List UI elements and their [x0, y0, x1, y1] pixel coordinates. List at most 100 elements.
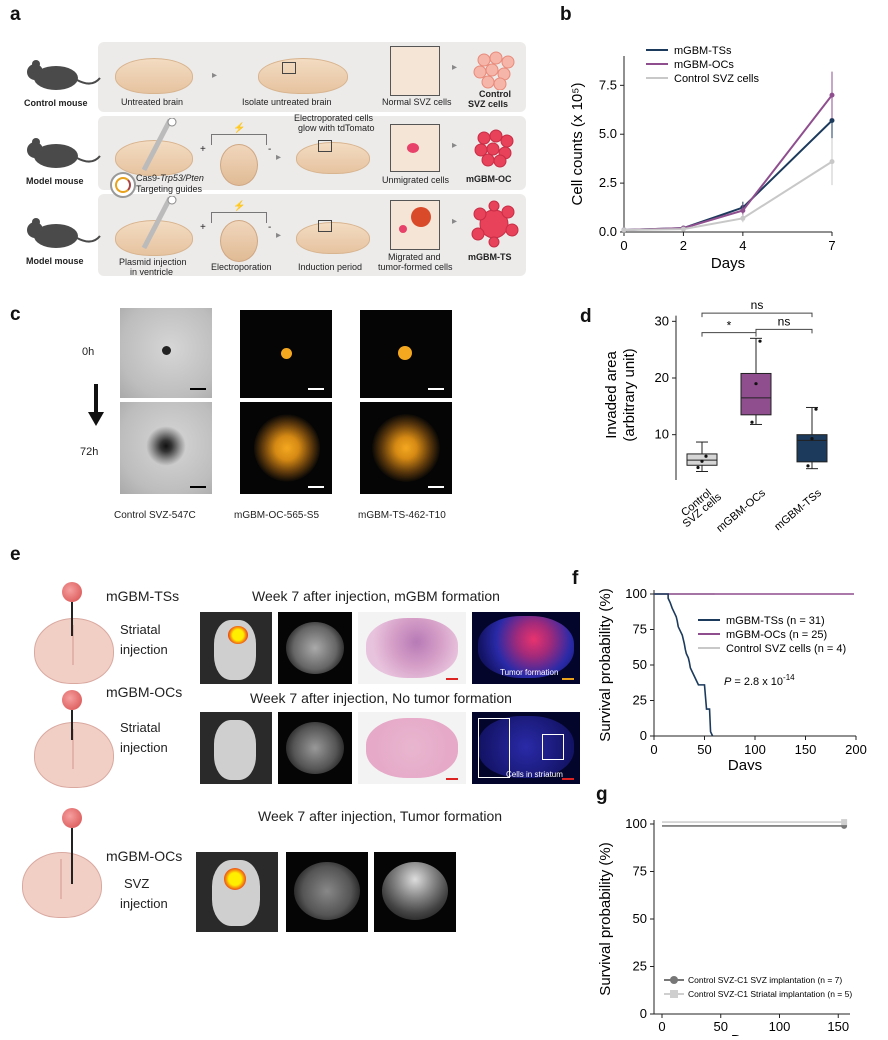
legend-marker [670, 976, 678, 984]
mouse-label-model-1: Model mouse [26, 176, 84, 186]
cell-icon [62, 808, 82, 828]
fluorescence-oc-0h [240, 310, 332, 398]
svz-cells-icon [473, 51, 515, 90]
y-tick-label: 75 [633, 864, 647, 879]
cell-icon [62, 582, 82, 602]
tumorsphere-icon [471, 200, 519, 248]
x-tick-label: 50 [714, 1019, 728, 1034]
data-point [700, 459, 704, 463]
brain-illustration [115, 140, 193, 176]
survival-curve [654, 593, 714, 737]
x-tick-label: 150 [795, 742, 817, 757]
legend-label: Control SVZ-C1 SVZ implantation (n = 7) [688, 975, 842, 985]
fluorescence-oc-72h [240, 402, 332, 494]
e-site-2b: injection [120, 740, 168, 755]
coronal-brain-icon [22, 852, 102, 918]
tumor-formation-note: Tumor formation [500, 668, 559, 677]
mouse-icon [27, 218, 101, 248]
chart-g: 0 25 50 75 100 0 50 100 150 Days Survival probabil… [597, 816, 852, 1036]
x-tick-label: 0 [658, 1019, 665, 1034]
guides-line-1: Cas9-Trp53/Pten [136, 173, 204, 183]
lightning-icon: ⚡ [233, 123, 246, 134]
e-cell-1: mGBM-TSs [106, 588, 180, 604]
e-site-3a: SVZ [124, 876, 150, 891]
cell-icon [62, 690, 82, 710]
e-site-1a: Striatal [120, 622, 161, 637]
y-tick-label: 30 [655, 313, 669, 328]
x-tick-label: 0 [650, 742, 657, 757]
arrow-icon: ▸ [276, 152, 282, 163]
ivis-image [200, 712, 272, 784]
unmigrated-zoom [390, 124, 440, 172]
brain-illustration [115, 58, 193, 94]
sig-bracket [701, 332, 757, 337]
y-tick-label: 0 [640, 1006, 647, 1021]
minus-sign: - [268, 222, 272, 233]
mri-image [286, 852, 368, 932]
y-axis-label: Invaded area [603, 351, 620, 439]
result-ts: mGBM-TS [468, 252, 512, 262]
migrated-2: tumor-formed cells [378, 262, 453, 272]
panel-c-label: c [10, 304, 21, 325]
ivis-image [196, 852, 278, 932]
e-title-3: Week 7 after injection, Tumor formation [258, 808, 503, 824]
chart-f: 0 25 50 75 100 0 50 100 150 200 Days Survival proba… [597, 586, 867, 770]
step-isolate: Isolate untreated brain [242, 97, 332, 107]
arrow-down-icon [94, 384, 98, 416]
x-tick-label: 7 [828, 238, 835, 253]
mri-image [278, 712, 352, 784]
ocs-cells-icon [474, 129, 514, 168]
x-tick-label: mGBM-OCs [714, 487, 768, 535]
data-point [806, 464, 810, 468]
minus-sign: - [268, 144, 272, 155]
ivis-image [200, 612, 272, 684]
y-tick-label: 10 [655, 427, 669, 442]
mri-image [374, 852, 456, 932]
result-control-2: SVZ cells [468, 99, 509, 109]
y-tick-label: 0 [640, 728, 647, 743]
mri-image [278, 612, 352, 684]
e-site-2a: Striatal [120, 720, 161, 735]
syringe-icon [141, 118, 177, 172]
step-induction: Induction period [298, 262, 363, 272]
coronal-brain-icon [34, 722, 114, 788]
micrograph-control-0h [120, 308, 212, 398]
chart-b: 0.0 2.5 5.0 7.5 0 2 4 7 Days Cell counts (x 10⁵) m… [569, 45, 836, 272]
mouse-icon [27, 60, 101, 90]
electroporated-note-2: glow with tdTomato [298, 123, 375, 133]
data-point [621, 227, 627, 233]
legend-label: mGBM-TSs [674, 45, 732, 57]
data-point [829, 118, 835, 124]
caption-control-svz: Control SVZ-547C [114, 510, 196, 521]
p-value: P = 2.8 x 10-14 [724, 673, 795, 688]
data-point [704, 454, 708, 458]
x-tick-label: mGBM-TSs [772, 487, 824, 533]
legend-label: Control SVZ cells [674, 73, 759, 85]
legend-label: Control SVZ-C1 Striatal implantation (n … [688, 989, 852, 999]
legend-marker [670, 990, 678, 998]
data-point [754, 382, 758, 386]
result-oc: mGBM-OC [466, 174, 512, 184]
injection-arrow [71, 602, 73, 636]
data-point [750, 420, 754, 424]
e-title-2: Week 7 after injection, No tumor formati… [250, 690, 512, 706]
mouse-icon [27, 138, 101, 168]
injection-arrow [71, 710, 73, 740]
sig-label: ns [751, 298, 764, 312]
data-point [829, 92, 835, 98]
y-axis-label: Survival probability (%) [597, 842, 614, 995]
electrode-wire [211, 134, 267, 145]
data-point [680, 226, 686, 232]
legend-label: mGBM-TSs (n = 31) [726, 615, 825, 627]
end-marker [841, 819, 848, 826]
plus-sign: + [200, 144, 206, 155]
data-point [696, 465, 700, 470]
panel-e-label: e [10, 544, 21, 565]
arrow-icon: ▸ [276, 230, 282, 241]
fluorescence-ts-0h [360, 310, 452, 398]
panel-f-label: f [572, 568, 579, 589]
arrow-icon: ▸ [452, 62, 458, 73]
series-line [623, 160, 833, 232]
svz-zoom [390, 46, 440, 96]
